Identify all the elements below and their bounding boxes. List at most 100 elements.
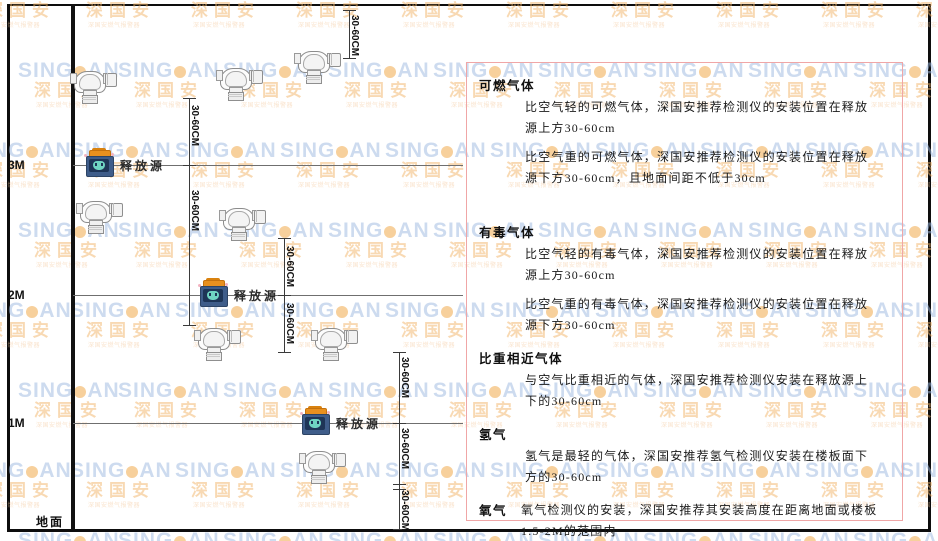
gas-detector-icon [218,205,266,241]
source-face [207,291,219,300]
watermark-sub: 深国安燃气报警器 [508,23,561,29]
dimension-tick [393,423,406,424]
gas-detector-icon [310,325,358,361]
gas-detector-icon [298,448,346,484]
detector-ridge [228,94,242,95]
detector-ridge [231,236,245,237]
source-cap-top [308,406,322,409]
dimension-line [189,98,190,325]
detector-side-line [256,210,257,222]
wall-vertical-line [71,4,75,530]
panel-section-paragraph: 比空气轻的有毒气体，深国安推荐检测仪的安装位置在释放源上方30-60cm [525,247,869,282]
detector-ear-left [219,210,226,221]
level-line-2m [73,295,463,296]
panel-section-paragraph: 氧气检测仪的安装，深国安推荐其安装高度在距离地面或楼板1.5-2M的范围内 [521,503,878,538]
panel-section-title: 氧气 [479,504,508,518]
dimension-tick [278,352,291,353]
dimension-label: 30-60CM [284,246,295,288]
dimension-tick [278,238,291,239]
dimension-label: 30-60CM [399,357,410,399]
dimension-label: 30-60CM [189,190,200,232]
detector-ridge [231,234,245,235]
frame-right-border [928,4,931,532]
detector-head-inner [85,204,107,220]
detector-side-module [254,210,266,224]
watermark-sub: 深国安燃气报警器 [718,23,771,29]
panel-section-paragraph: 比空气轻的可燃气体，深国安推荐检测仪的安装位置在释放源上方30-60cm [525,100,869,135]
detector-ridge [206,354,220,355]
guidance-text-panel: 可燃气体比空气轻的可燃气体，深国安推荐检测仪的安装位置在释放源上方30-60cm… [466,62,903,538]
detector-head-inner [79,74,101,90]
dimension-label: 30-60CM [399,428,410,470]
detector-ridge [323,354,337,355]
source-face [93,161,105,170]
detector-side-module [329,53,341,67]
level-line-1m [73,423,463,424]
detector-ear-left [311,330,318,341]
dimension-label: 30-60CM [284,303,295,345]
detector-side-module [346,330,358,344]
source-eye-left [209,293,211,296]
dimension-tick [393,529,406,530]
watermark-dot-icon [909,386,922,398]
panel-section-title: 可燃气体 [479,79,536,93]
detector-ridge [311,479,325,480]
axis-label-2m: 2M [8,288,25,302]
detector-head-inner [320,331,342,347]
detector-ear-left [299,453,306,464]
gas-detector-icon [193,325,241,361]
dimension-label: 30-60CM [189,105,200,147]
spark-dot [84,154,87,157]
detector-ear-left [76,203,83,214]
detector-head-inner [225,71,247,87]
detector-ridge [306,77,320,78]
detector-ridge [82,99,96,100]
watermark-dot-icon [909,226,922,238]
dimension-tick [393,352,406,353]
release-source-label: 释放源 [120,159,166,173]
spark-dot [225,283,228,286]
watermark-cn: 深国安 [916,321,938,340]
dimension-line [349,10,350,58]
watermark-cn: 深国安 [916,161,938,180]
detector-side-module [251,70,263,84]
dimension-label: 30-60CM [349,15,360,57]
gas-detector-icon [75,198,123,234]
source-cap-top [92,148,106,151]
dimension-tick [278,295,291,296]
detector-side-line [336,453,337,465]
release-source-icon [300,406,330,435]
detector-ear-left [70,73,77,84]
source-eye-right [101,163,103,166]
detector-side-module [105,73,117,87]
watermark-cn: 深国安 [916,481,938,500]
watermark-dot-icon [909,66,922,78]
detector-side-line [331,53,332,65]
dimension-tick [183,325,196,326]
frame-top-border [7,4,931,6]
detector-ear-left [194,330,201,341]
detector-side-line [231,330,232,342]
detector-ridge [82,97,96,98]
detector-ear-left [216,70,223,81]
frame-left-border [7,4,10,532]
ground-label: 地面 [36,515,65,529]
release-source-label: 释放源 [234,289,280,303]
panel-section-title: 有毒气体 [479,226,536,240]
detector-head-inner [203,331,225,347]
detector-side-line [253,70,254,82]
detector-ridge [206,356,220,357]
spark-dot [111,153,114,156]
detector-side-line [107,73,108,85]
gas-detector-icon [69,68,117,104]
detector-side-module [229,330,241,344]
dimension-tick [393,489,406,490]
frame-bottom-border [7,529,931,532]
